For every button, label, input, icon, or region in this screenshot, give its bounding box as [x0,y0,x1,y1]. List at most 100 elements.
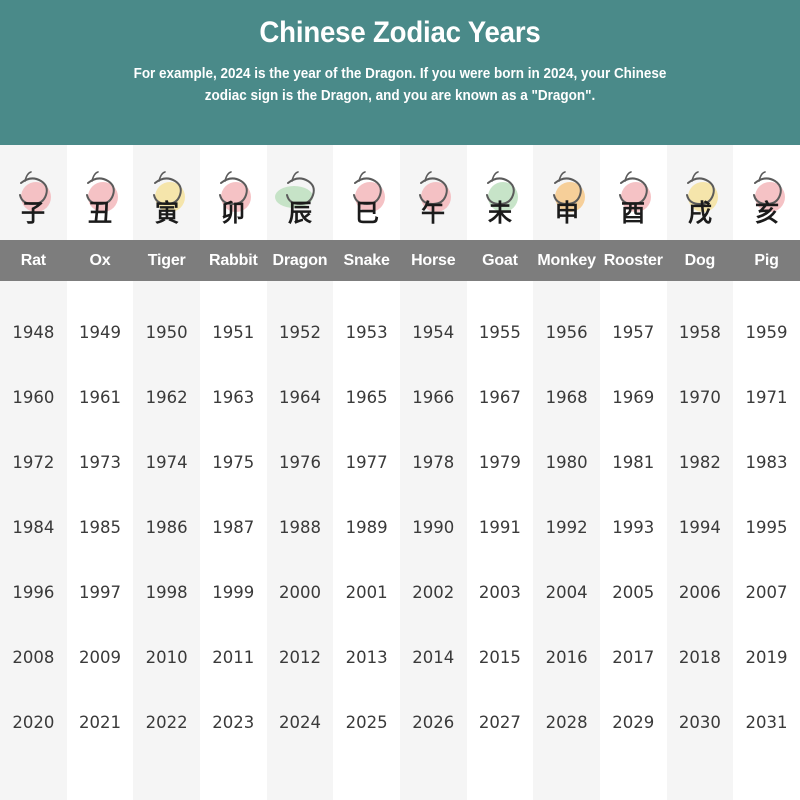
year-cell: 1982 [678,453,721,472]
year-cell: 1988 [278,518,321,537]
year-cell: 2022 [145,713,188,732]
year-cell: 1998 [145,583,188,602]
dragon-zodiac-icon: 辰 [274,170,315,227]
zodiac-icon-cell-snake[interactable]: 巳 [333,145,400,240]
snake-zodiac-icon: 巳 [352,170,385,227]
zodiac-character: 未 [488,199,512,227]
year-row: 2008 2009 2010 2011 2012 2013 2014 2015 2016 2017… [0,625,800,690]
year-cell: 1975 [212,453,255,472]
year-cell: 2007 [745,583,788,602]
zodiac-name-header-row: Rat Ox Tiger Rabbit Dragon Snake Horse Goat Monk… [0,240,800,281]
year-cell: 1968 [545,388,588,407]
goat-zodiac-icon: 未 [485,170,518,227]
year-cell: 2014 [412,648,455,667]
zodiac-character: 午 [421,199,445,227]
horse-zodiac-icon: 午 [419,170,452,227]
zodiac-icon-cell-monkey[interactable]: 申 [533,145,600,240]
zodiac-character: 寅 [155,199,179,227]
zodiac-icon-cell-dragon[interactable]: 辰 [267,145,334,240]
year-cell: 1956 [545,323,588,342]
year-cell: 2028 [545,713,588,732]
year-cell: 1976 [278,453,321,472]
zodiac-character: 亥 [755,199,779,227]
year-cell: 1985 [78,518,121,537]
year-cell: 2000 [278,583,321,602]
year-cell: 1966 [412,388,455,407]
zodiac-icon-cell-rat[interactable]: 子 [0,145,67,240]
year-cell: 2017 [612,648,655,667]
ox-zodiac-icon: 丑 [85,170,118,227]
zodiac-name-goat: Goat [482,251,518,269]
year-cell: 1955 [478,323,521,342]
zodiac-character: 子 [21,199,45,227]
year-cell: 1974 [145,453,188,472]
zodiac-icon-cell-horse[interactable]: 午 [400,145,467,240]
year-cell: 2025 [345,713,388,732]
year-cell: 2009 [78,648,121,667]
zodiac-name-monkey: Monkey [537,251,596,269]
year-cell: 1973 [78,453,121,472]
year-row: 2020 2021 2022 2023 2024 2025 2026 2027 2028 2029… [0,690,800,755]
zodiac-name-rooster: Rooster [603,251,663,269]
rat-zodiac-icon: 子 [19,170,52,227]
year-cell: 1951 [212,323,255,342]
year-cell: 2003 [478,583,521,602]
rooster-zodiac-icon: 酉 [619,170,652,227]
year-cell: 2008 [12,648,55,667]
year-rows-container: 1948 1949 1950 1951 1952 1953 1954 1955 1956 1957… [0,281,800,755]
zodiac-icon-cell-goat[interactable]: 未 [467,145,534,240]
year-cell: 1950 [145,323,188,342]
zodiac-icon-cell-pig[interactable]: 亥 [733,145,800,240]
year-cell: 1952 [278,323,321,342]
year-row: 1948 1949 1950 1951 1952 1953 1954 1955 1956 1957… [0,300,800,365]
year-cell: 1996 [12,583,55,602]
zodiac-icon-cell-ox[interactable]: 丑 [67,145,134,240]
year-cell: 1983 [745,453,788,472]
zodiac-character: 巳 [355,199,379,227]
page-banner: Chinese Zodiac Years For example, 2024 i… [0,0,800,145]
year-cell: 1972 [12,453,55,472]
year-cell: 1999 [212,583,255,602]
year-cell: 1994 [678,518,721,537]
year-cell: 1984 [12,518,55,537]
zodiac-character: 卯 [221,199,245,227]
year-cell: 2006 [678,583,721,602]
year-cell: 1954 [412,323,455,342]
year-cell: 1979 [478,453,521,472]
year-row: 1996 1997 1998 1999 2000 2001 2002 2003 2004 2005… [0,560,800,625]
pig-zodiac-icon: 亥 [752,170,785,227]
year-cell: 1997 [78,583,121,602]
year-cell: 1992 [545,518,588,537]
zodiac-character: 戌 [688,199,712,227]
zodiac-icon-cell-rabbit[interactable]: 卯 [200,145,267,240]
zodiac-icon-cell-tiger[interactable]: 寅 [133,145,200,240]
year-row: 1984 1985 1986 1987 1988 1989 1990 1991 1992 1993… [0,495,800,560]
year-cell: 2016 [545,648,588,667]
year-cell: 1962 [145,388,188,407]
dog-zodiac-icon: 戌 [685,170,718,227]
page-description: For example, 2024 is the year of the Dra… [133,66,667,105]
year-cell: 1987 [212,518,255,537]
zodiac-character: 酉 [621,199,645,227]
year-cell: 1953 [345,323,388,342]
zodiac-table: 子 丑 寅 卯 辰 巳 午 未 申 酉 戌 亥 Rat Ox Tiger Rabbit Dragon Snake… [0,145,800,755]
year-cell: 1986 [145,518,188,537]
year-cell: 2011 [212,648,255,667]
year-cell: 1969 [612,388,655,407]
zodiac-icon-cell-dog[interactable]: 戌 [667,145,734,240]
year-cell: 1989 [345,518,388,537]
year-cell: 2012 [278,648,321,667]
zodiac-name-snake: Snake [343,251,390,269]
tiger-zodiac-icon: 寅 [152,170,185,227]
year-cell: 2029 [612,713,655,732]
zodiac-name-ox: Ox [89,251,111,269]
zodiac-icon-cell-rooster[interactable]: 酉 [600,145,667,240]
year-cell: 1971 [745,388,788,407]
year-cell: 1991 [478,518,521,537]
year-cell: 1980 [545,453,588,472]
year-cell: 1993 [612,518,655,537]
zodiac-name-dog: Dog [684,251,716,269]
zodiac-name-rabbit: Rabbit [209,251,258,269]
year-cell: 1948 [12,323,55,342]
